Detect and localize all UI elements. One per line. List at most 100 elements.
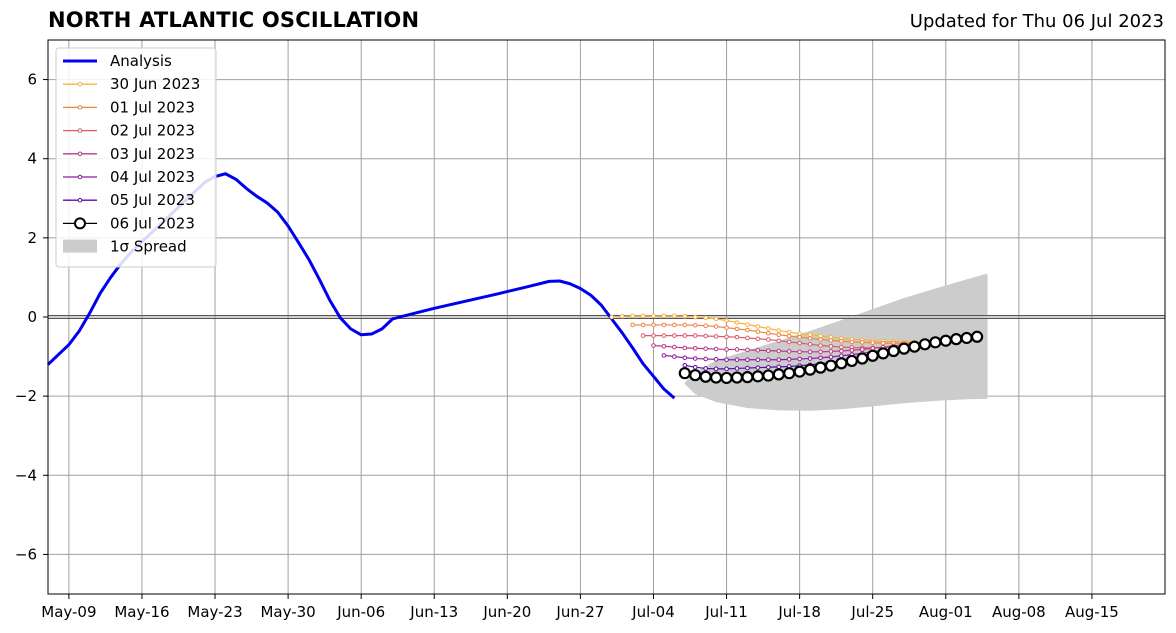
- forecast-point: [609, 314, 615, 320]
- forecast-point: [682, 322, 688, 328]
- forecast-point: [703, 356, 708, 362]
- forecast-point: [682, 362, 688, 368]
- forecast-point: [651, 343, 656, 348]
- x-tick-label: May-23: [187, 603, 242, 621]
- forecast-point: [745, 365, 750, 371]
- forecast-point: [692, 333, 698, 338]
- forecast-point: [887, 344, 900, 358]
- forecast-point: [745, 322, 750, 327]
- forecast-point: [939, 334, 952, 347]
- forecast-point: [692, 364, 698, 370]
- legend-label: 05 Jul 2023: [110, 191, 195, 209]
- forecast-point: [766, 357, 771, 363]
- forecast-point: [682, 313, 688, 319]
- forecast-3: [651, 341, 917, 355]
- legend-entry: 03 Jul 2023: [63, 145, 195, 163]
- forecast-6: [678, 330, 984, 385]
- forecast-point: [651, 333, 656, 338]
- forecast-point: [720, 371, 733, 385]
- forecast-point: [713, 357, 719, 362]
- forecast-point: [807, 342, 813, 347]
- forecast-point: [793, 365, 806, 378]
- legend-marker: [77, 105, 83, 110]
- forecast-point: [807, 336, 813, 341]
- forecast-point: [745, 347, 750, 353]
- forecast-point: [828, 338, 834, 343]
- forecast-point: [630, 313, 635, 319]
- x-tick-label: Jun-20: [482, 603, 531, 621]
- forecast-point: [786, 333, 792, 339]
- forecast-point: [839, 338, 844, 344]
- x-tick-label: Jun-27: [555, 603, 604, 621]
- forecast-point: [734, 334, 740, 340]
- x-tick-label: Jul-18: [777, 603, 821, 621]
- forecast-point: [849, 347, 855, 353]
- forecast-point: [640, 333, 646, 338]
- forecast-point: [776, 364, 782, 370]
- legend-entry: 1σ Spread: [63, 238, 187, 256]
- forecast-point: [786, 357, 792, 362]
- forecast-point: [682, 333, 688, 338]
- forecast-point: [630, 322, 635, 328]
- forecast-point: [713, 346, 719, 352]
- forecast-point: [814, 361, 827, 374]
- forecast-point: [818, 333, 823, 339]
- forecast-point: [640, 313, 646, 319]
- forecast-point: [724, 366, 729, 372]
- x-tick-label: Aug-08: [992, 603, 1046, 621]
- forecast-point: [672, 322, 677, 328]
- legend-entry: 01 Jul 2023: [63, 98, 195, 116]
- forecast-point: [745, 335, 750, 341]
- forecast-point: [824, 359, 838, 372]
- forecast-point: [703, 366, 708, 371]
- forecast-1: [630, 322, 928, 346]
- forecast-point: [786, 349, 792, 354]
- legend-marker: [77, 128, 83, 133]
- legend-label: 03 Jul 2023: [110, 145, 195, 163]
- forecast-point: [766, 348, 771, 353]
- x-tick-label: Aug-15: [1065, 603, 1119, 621]
- legend-marker: [77, 197, 83, 203]
- forecast-point: [661, 313, 667, 319]
- forecast-point: [762, 369, 775, 382]
- forecast-point: [703, 315, 708, 321]
- forecast-point: [703, 346, 708, 351]
- forecast-point: [661, 343, 667, 349]
- forecast-point: [672, 354, 677, 359]
- forecast-point: [651, 322, 656, 328]
- y-tick-label: 0: [27, 308, 37, 326]
- forecast-point: [797, 334, 802, 340]
- x-tick-label: Jul-04: [631, 603, 675, 621]
- chart-title: NORTH ATLANTIC OSCILLATION: [48, 8, 420, 32]
- forecast-point: [870, 340, 876, 346]
- forecast-point: [776, 357, 782, 363]
- legend-swatch: [63, 239, 97, 253]
- forecast-point: [734, 357, 740, 363]
- legend-entry: 30 Jun 2023: [63, 75, 200, 93]
- forecast-point: [692, 314, 698, 320]
- forecast-point: [797, 340, 802, 346]
- forecast-point: [839, 344, 844, 350]
- forecast-point: [619, 313, 625, 319]
- y-tick-label: −6: [15, 545, 37, 563]
- forecast-point: [713, 316, 719, 322]
- forecast-point: [766, 364, 771, 370]
- forecast-point: [970, 330, 984, 343]
- forecast-point: [734, 320, 740, 325]
- legend-entry: 02 Jul 2023: [63, 122, 195, 140]
- forecast-point: [835, 357, 848, 370]
- forecast-point: [828, 349, 834, 354]
- forecast-series: [609, 313, 984, 385]
- forecast-point: [661, 333, 667, 338]
- legend-label: 06 Jul 2023: [110, 214, 195, 232]
- forecast-point: [929, 336, 942, 349]
- grid: [48, 40, 1165, 594]
- legend-label: Analysis: [110, 52, 172, 70]
- forecast-point: [828, 343, 834, 349]
- forecast-point: [783, 367, 796, 380]
- forecast-point: [724, 347, 729, 352]
- forecast-point: [689, 369, 702, 382]
- forecast-point: [755, 324, 761, 329]
- forecast-point: [713, 366, 719, 372]
- forecast-point: [755, 357, 761, 363]
